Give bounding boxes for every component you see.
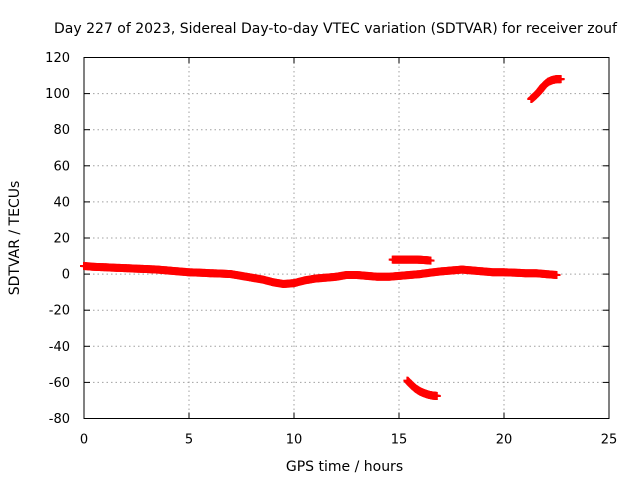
x-tick-label: 20 [496,433,513,448]
x-tick-label: 15 [391,433,408,448]
chart-title: Day 227 of 2023, Sidereal Day-to-day VTE… [54,21,618,37]
series-descending-segment [403,376,441,400]
data-point-marker [432,391,441,400]
y-tick-label: -40 [49,340,70,355]
y-tick-label: -80 [49,412,70,427]
series-main-track [80,261,561,289]
x-tick-label: 25 [601,433,618,448]
y-tick-label: 100 [45,87,70,102]
data-series [80,75,565,400]
x-tick-label: 10 [286,433,303,448]
y-tick-label: 60 [53,159,70,174]
y-tick-label: -20 [49,304,70,319]
data-point-marker [556,75,565,84]
series-flat-segment [388,255,435,265]
y-tick-label: 20 [53,232,70,247]
y-axis-label: SDTVAR / TECUs [7,181,23,296]
y-tick-label: -60 [49,376,70,391]
x-tick-label: 0 [80,433,88,448]
grid [84,57,609,419]
y-tick-label: 0 [62,268,70,283]
y-tick-label: 120 [45,51,70,66]
series-ascending-segment [527,75,565,104]
x-axis-label: GPS time / hours [286,459,403,475]
y-tick-label: 40 [53,195,70,210]
axis-ticks: 0 5 10 15 20 25 -80 -60 -40 -20 0 20 40 60 80 100 120 [45,51,617,448]
x-tick-label: 5 [185,433,193,448]
y-tick-label: 80 [53,123,70,138]
data-point-marker [552,271,561,280]
data-point-marker [426,256,435,265]
